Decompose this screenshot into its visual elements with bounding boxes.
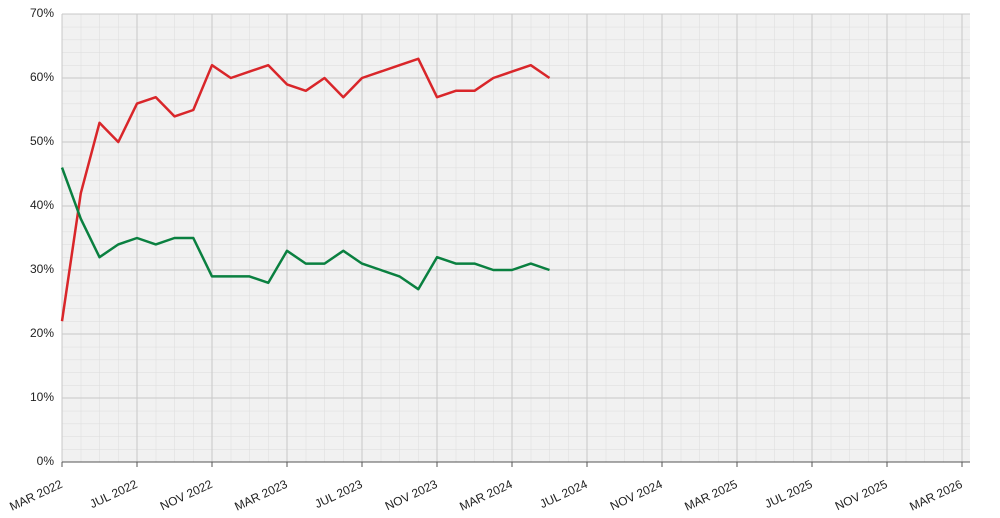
x-tick-label: MAR 2025 [682, 477, 740, 514]
x-tick-label: MAR 2023 [232, 477, 290, 514]
y-tick-label: 30% [30, 262, 54, 276]
x-tick-label: JUL 2023 [313, 477, 365, 511]
y-tick-label: 10% [30, 390, 54, 404]
minor-grid [62, 14, 970, 462]
y-tick-label: 40% [30, 198, 54, 212]
y-tick-label: 0% [37, 454, 55, 468]
x-tick-label: MAR 2024 [457, 477, 515, 514]
x-tick-label: JUL 2025 [763, 477, 815, 511]
x-tick-label: MAR 2026 [907, 477, 965, 514]
x-tick-label: JUL 2022 [88, 477, 140, 511]
y-tick-label: 70% [30, 6, 54, 20]
series-line [60, 57, 551, 322]
x-tick-label: JUL 2024 [538, 477, 590, 511]
x-tick-label: NOV 2024 [608, 477, 665, 514]
x-tick-label: MAR 2022 [7, 477, 65, 514]
x-tick-label: NOV 2025 [833, 477, 890, 514]
y-tick-label: 20% [30, 326, 54, 340]
y-tick-label: 50% [30, 134, 54, 148]
y-tick-label: 60% [30, 70, 54, 84]
series-line [60, 167, 550, 291]
x-tick-label: NOV 2022 [158, 477, 215, 514]
x-tick-label: NOV 2023 [383, 477, 440, 514]
